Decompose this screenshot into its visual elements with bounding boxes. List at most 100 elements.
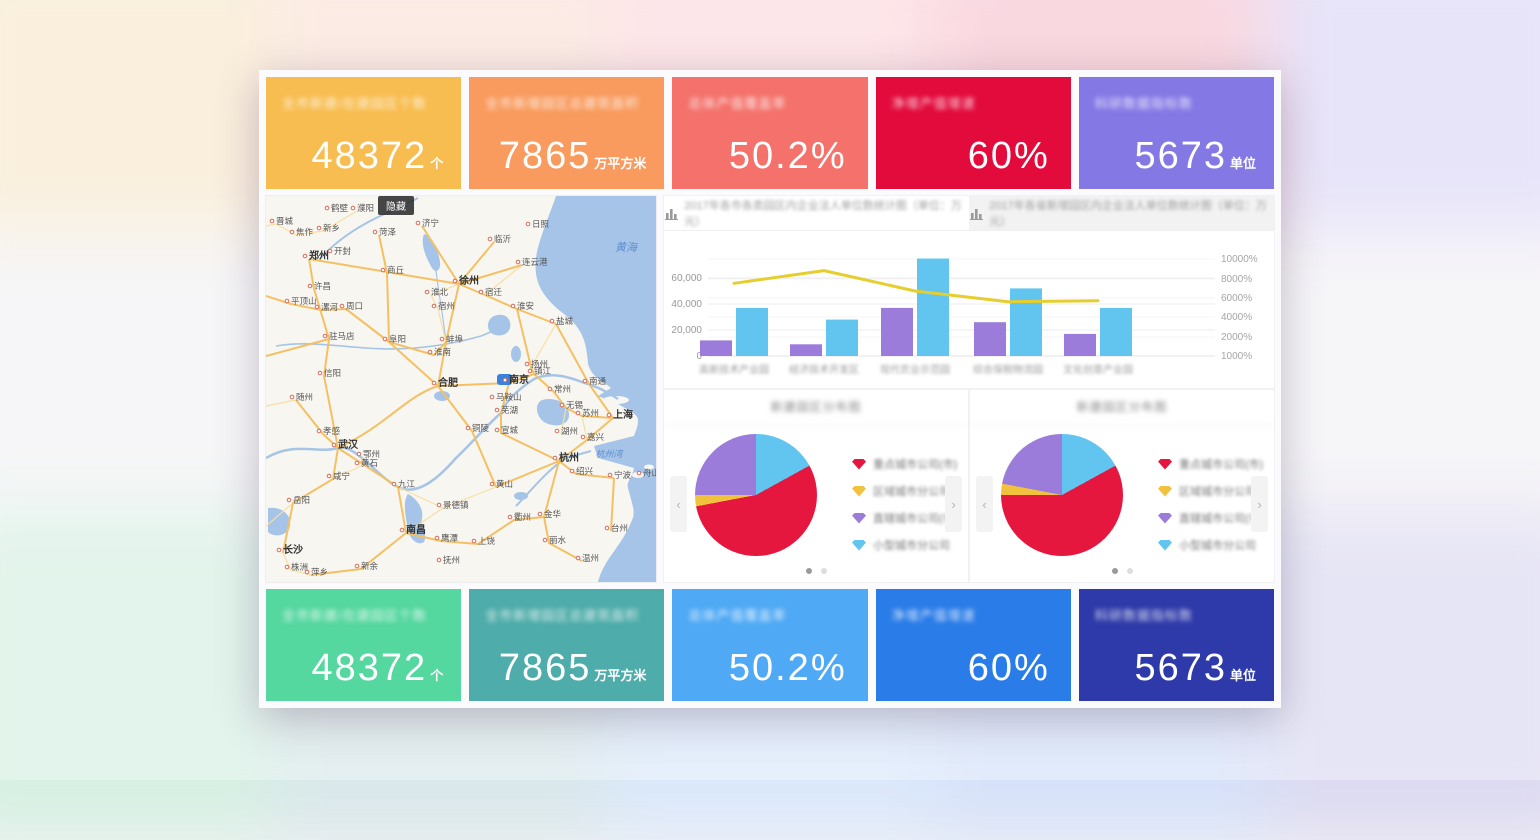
pie-card-1: 新建园区分布图 重点城市公司(市) 区域城市分公司 直辖城市公司(市) 小型城市分公司 ‹… bbox=[663, 389, 969, 583]
city-label: 黄石 bbox=[361, 458, 378, 468]
city-marker-dot bbox=[317, 370, 323, 376]
stat-card: 科研数据指标数 5673 单位 bbox=[1078, 77, 1275, 189]
stat-card: 总体产值覆盖率 50.2% bbox=[672, 77, 868, 189]
legend-item[interactable]: 重点城市公司(市) bbox=[1158, 456, 1263, 472]
city-label: 南通 bbox=[589, 376, 607, 386]
stat-card: 总体产值覆盖率 50.2% bbox=[672, 589, 868, 701]
bar-series2 bbox=[917, 258, 949, 356]
city-label: 鹤壁 bbox=[331, 203, 349, 213]
city-marker-dot bbox=[327, 248, 333, 254]
city-label: 淮安 bbox=[517, 301, 534, 311]
stat-card: 科研数据指标数 5673 单位 bbox=[1078, 589, 1275, 701]
x-axis-category: 现代农业示范园 bbox=[880, 363, 950, 376]
city-marker-dot bbox=[415, 220, 421, 226]
stat-card: 净增产值增速 60% bbox=[875, 77, 1071, 189]
chart-tab-2[interactable]: 2017年各省新增园区内企业法人单位数统计图（单位：万元） bbox=[969, 196, 1274, 230]
city-marker-dot bbox=[478, 289, 484, 295]
carousel-dot[interactable] bbox=[805, 568, 812, 574]
city-marker-dot bbox=[489, 481, 495, 487]
carousel-next-arrow[interactable]: › bbox=[945, 476, 962, 532]
right-axis-label: 1000% bbox=[1221, 351, 1252, 362]
legend-item[interactable]: 区域城市分公司 bbox=[1158, 483, 1263, 499]
city-label: 鄂州 bbox=[363, 449, 380, 459]
x-axis-category: 综合保税物流园 bbox=[973, 363, 1043, 376]
island-zhoushan-2 bbox=[644, 464, 654, 470]
left-axis-label: 40,000 bbox=[671, 299, 702, 310]
pie-legend: 重点城市公司(市) 区域城市分公司直辖城市公司(市) 小型城市分公司 bbox=[1158, 456, 1263, 553]
legend-item[interactable]: 直辖城市公司(市) bbox=[852, 510, 957, 526]
carousel-dot[interactable] bbox=[1111, 568, 1118, 574]
legend-label: 区域城市分公司 bbox=[1179, 486, 1256, 498]
right-axis-label: 10000% bbox=[1221, 254, 1258, 265]
city-marker-dot bbox=[575, 410, 581, 416]
city-marker-dot bbox=[465, 425, 471, 431]
city-label: 苏州 bbox=[582, 408, 599, 418]
city-marker-dot bbox=[276, 547, 282, 553]
city-marker-dot bbox=[524, 361, 530, 367]
city-label: 温州 bbox=[582, 553, 599, 563]
city-marker-dot bbox=[580, 434, 586, 440]
legend-item[interactable]: 区域城市分公司 bbox=[852, 483, 957, 499]
city-label: 常州 bbox=[554, 384, 571, 394]
map-card[interactable]: 黄海 杭州湾 晋城 焦作 新乡 鹤壁 濮阳 菏泽 济宁 郑州 开封 商丘 许昌 平顶山 漯河 周口 驻马店信… bbox=[265, 195, 657, 583]
legend-label: 重点城市公司(市) bbox=[873, 459, 958, 471]
city-marker-dot bbox=[354, 460, 360, 466]
bar-series2 bbox=[1100, 307, 1132, 356]
carousel-dots bbox=[970, 568, 1274, 574]
city-label: 舟山 bbox=[643, 468, 656, 478]
city-label: 萍乡 bbox=[311, 567, 328, 577]
city-marker-dot bbox=[354, 563, 360, 569]
carousel-prev-arrow[interactable]: ‹ bbox=[670, 476, 687, 532]
stat-card-value: 5673 单位 bbox=[1134, 647, 1257, 689]
legend-gem-icon bbox=[1158, 539, 1172, 551]
top-stat-cards: 全市新建/在建园区个数 48372 个全市新增园区总建筑面积 7865 万平方米 总体产值… bbox=[266, 77, 1275, 189]
city-label: 马鞍山 bbox=[496, 392, 522, 402]
carousel-prev-arrow[interactable]: ‹ bbox=[976, 476, 993, 532]
city-marker-dot bbox=[434, 535, 440, 541]
city-label: 南京 bbox=[509, 373, 529, 386]
bar-series2 bbox=[736, 307, 768, 356]
city-label: 宁波 bbox=[614, 470, 632, 480]
legend-label: 小型城市分公司 bbox=[1179, 540, 1256, 552]
stat-card: 全市新增园区总建筑面积 7865 万平方米 bbox=[469, 589, 665, 701]
stat-card-title: 净增产值增速 bbox=[891, 608, 976, 623]
city-marker-dot bbox=[542, 537, 548, 543]
city-label: 镇江 bbox=[534, 366, 552, 376]
city-label: 宿州 bbox=[438, 301, 455, 311]
city-marker-dot bbox=[284, 298, 290, 304]
city-marker-dot bbox=[494, 427, 500, 433]
legend-label: 小型城市分公司 bbox=[873, 540, 950, 552]
map-minor-roads bbox=[266, 210, 588, 576]
legend-gem-icon bbox=[852, 512, 866, 524]
city-marker-dot bbox=[515, 259, 521, 265]
city-label: 许昌 bbox=[314, 281, 331, 291]
city-label: 开封 bbox=[334, 246, 352, 256]
city-label: 濮阳 bbox=[357, 203, 374, 213]
city-marker-dot bbox=[582, 378, 588, 384]
city-marker-dot bbox=[575, 555, 581, 561]
stat-card-value: 50.2% bbox=[728, 647, 847, 689]
legend-gem-icon bbox=[852, 485, 866, 497]
city-marker-dot bbox=[424, 289, 430, 295]
carousel-dot[interactable] bbox=[820, 568, 827, 574]
city-marker-dot bbox=[489, 394, 495, 400]
city-marker-dot bbox=[471, 538, 477, 544]
legend-item[interactable]: 小型城市分公司 bbox=[1158, 537, 1263, 553]
city-marker-dot bbox=[372, 229, 378, 235]
legend-item[interactable]: 小型城市分公司 bbox=[852, 537, 957, 553]
city-label: 临沂 bbox=[494, 234, 512, 244]
city-marker-dot bbox=[326, 473, 332, 479]
left-axis-label: 60,000 bbox=[671, 273, 702, 284]
city-label: 驻马店 bbox=[329, 331, 355, 341]
city-label: 阜阳 bbox=[389, 334, 406, 344]
chart-tab-1[interactable]: 2017年各市各类园区内企业法人单位数统计图（单位：万元） bbox=[664, 196, 969, 230]
city-marker-dot bbox=[439, 336, 445, 342]
legend-item[interactable]: 直辖城市公司(市) bbox=[1158, 510, 1263, 526]
city-marker-dot bbox=[324, 205, 330, 211]
carousel-dot[interactable] bbox=[1126, 568, 1133, 574]
legend-item[interactable]: 重点城市公司(市) bbox=[852, 456, 957, 472]
city-label: 平顶山 bbox=[291, 296, 317, 306]
carousel-next-arrow[interactable]: › bbox=[1251, 476, 1268, 532]
right-axis-label: 6000% bbox=[1221, 293, 1252, 304]
